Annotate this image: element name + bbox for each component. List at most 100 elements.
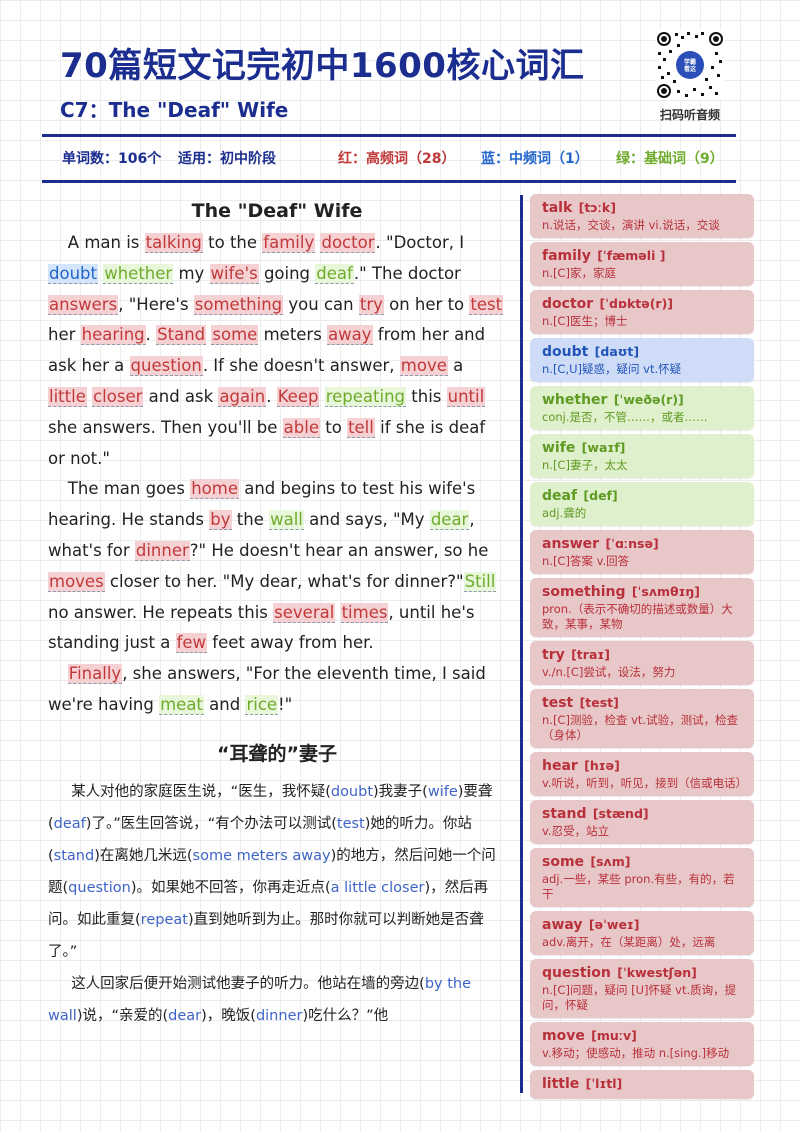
vocab-card-question[interactable]: question [ˈkwestʃən] n.[C]问题，疑问 [U]怀疑 vt.… <box>530 959 754 1018</box>
vocab-word: family <box>542 248 591 264</box>
page-title: 70篇短文记完初中1600核心词汇 <box>60 46 585 86</box>
vocab-card-some[interactable]: some [sʌm] adj.一些，某些 pron.有些，有的，若干 <box>530 848 754 907</box>
vocab-word-red[interactable]: some <box>211 325 259 346</box>
vocab-word-red[interactable]: several <box>273 602 336 623</box>
english-text: A man is talking to the family doctor. "… <box>48 228 506 721</box>
vocab-phonetic: [stænd] <box>588 806 649 821</box>
vocab-definition: v.忍受，站立 <box>542 824 610 838</box>
vocab-word: talk <box>542 200 573 216</box>
article-title: The "Deaf" Wife <box>191 200 363 222</box>
vocab-word-red[interactable]: able <box>282 417 320 438</box>
vocab-definition: adj.一些，某些 pron.有些，有的，若干 <box>542 872 735 901</box>
vocab-phonetic: [traɪ] <box>566 647 610 662</box>
vocab-word-red[interactable]: little <box>48 386 87 407</box>
svg-text:看这: 看这 <box>684 65 696 73</box>
vocab-card-something[interactable]: something [ˈsʌmθɪŋ] pron.（表示不确切的描述或数量）大致，… <box>530 578 754 637</box>
vocab-word-red[interactable]: wife's <box>209 263 259 284</box>
vocab-definition: pron.（表示不确切的描述或数量）大致，某事，某物 <box>542 602 733 631</box>
vocab-card-move[interactable]: move [muːv] v.移动；使感动，推动 n.[sing.]移动 <box>530 1022 754 1066</box>
vocab-phonetic: [tɔːk] <box>574 200 616 215</box>
text-run: )她的听力。你站( <box>48 815 472 864</box>
svg-text:学霸: 学霸 <box>684 58 696 66</box>
vocab-word-red[interactable]: question <box>129 356 203 377</box>
vocab-headword-line: hear [hɪə] <box>542 756 744 776</box>
vocab-phonetic: [ˈlɪtl] <box>581 1076 623 1091</box>
vocab-word-blue[interactable]: doubt <box>48 263 98 284</box>
vocab-card-doctor[interactable]: doctor [ˈdɒktə(r)] n.[C]医生；博士 <box>530 290 754 334</box>
english-paragraph: A man is talking to the family doctor. "… <box>48 228 506 474</box>
vocab-word-green[interactable]: dear <box>429 510 470 531</box>
article: The "Deaf" Wife A man is talking to the … <box>48 196 506 1032</box>
text-run: going <box>258 263 316 283</box>
vocab-headword-line: something [ˈsʌmθɪŋ] <box>542 582 744 602</box>
vocab-word-red[interactable]: doctor <box>320 233 376 253</box>
level-label: 适用：初中阶段 <box>178 151 276 167</box>
vocab-phonetic: [ˈfæməli ] <box>592 248 666 263</box>
vocab-phonetic: [sʌm] <box>586 854 631 869</box>
vocab-word-green[interactable]: repeating <box>324 386 407 407</box>
vocab-card-little[interactable]: little [ˈlɪtl] <box>530 1070 754 1099</box>
vocab-word-green[interactable]: wall <box>269 510 304 531</box>
vocab-card-wife[interactable]: wife [waɪf] n.[C]妻子，太太 <box>530 434 754 478</box>
vocab-word-red[interactable]: by <box>209 510 232 531</box>
vocab-word-green[interactable]: rice <box>245 694 279 715</box>
vocab-card-deaf[interactable]: deaf [def] adj.聋的 <box>530 482 754 526</box>
vocab-word-red[interactable]: family <box>262 233 316 253</box>
legend-blue: 蓝：中频词（1） <box>481 151 589 167</box>
vocab-card-talk[interactable]: talk [tɔːk] n.说话，交谈，演讲 vi.说话，交谈 <box>530 194 754 238</box>
vocab-word-green[interactable]: Still <box>463 571 497 592</box>
vocab-word-red[interactable]: Keep <box>276 386 320 407</box>
vocab-headword-line: whether [ˈweðə(r)] <box>542 390 744 410</box>
vocab-phonetic: [muːv] <box>586 1028 637 1043</box>
vocabulary-list: talk [tɔːk] n.说话，交谈，演讲 vi.说话，交谈 family [ˈf… <box>530 194 754 1103</box>
vocab-card-whether[interactable]: whether [ˈweðə(r)] conj.是否，不管……，或者…… <box>530 386 754 430</box>
vocab-word-green[interactable]: deaf <box>315 263 354 284</box>
vocab-card-answer[interactable]: answer [ˈɑːnsə] n.[C]答案 v.回答 <box>530 530 754 574</box>
text-run: the <box>231 510 270 530</box>
text-run: )。如果她不回答，你再走近点( <box>130 879 331 896</box>
vocab-word-red[interactable]: talking <box>144 233 203 253</box>
vocab-word-red[interactable]: Stand <box>156 325 207 346</box>
vocab-definition: n.[C]测验，检查 vt.试验，测试，检查（身体） <box>542 713 739 742</box>
vocab-word-red[interactable]: try <box>358 294 384 315</box>
text-run: )的地方，然后问她一个问题( <box>48 847 496 896</box>
english-gloss: repeat <box>140 911 188 928</box>
vocab-word-red[interactable]: away <box>327 325 373 346</box>
vocab-word-red[interactable]: hearing <box>80 325 146 346</box>
text-run: , what's for <box>48 510 475 560</box>
vocab-word-red[interactable]: test <box>469 294 504 315</box>
vocab-card-stand[interactable]: stand [stænd] v.忍受，站立 <box>530 800 754 844</box>
vocab-phonetic: [ˈɑːnsə] <box>601 536 659 551</box>
vocab-headword-line: doctor [ˈdɒktə(r)] <box>542 294 744 314</box>
vocab-definition: n.[C,U]疑惑，疑问 vt.怀疑 <box>542 362 682 376</box>
vocab-word: away <box>542 917 583 933</box>
text-run: . <box>266 386 277 406</box>
vocab-word-red[interactable]: answers <box>48 294 119 315</box>
vocab-card-family[interactable]: family [ˈfæməli ] n.[C]家，家庭 <box>530 242 754 286</box>
vocab-word-red[interactable]: move <box>399 356 448 377</box>
vocab-word-green[interactable]: whether <box>103 263 174 284</box>
vocab-word-red[interactable]: Finally <box>67 664 123 685</box>
vocab-word-red[interactable]: tell <box>347 417 375 438</box>
vocab-word-red[interactable]: home <box>190 479 239 500</box>
vocab-word-red[interactable]: dinner <box>134 540 190 561</box>
vocab-card-doubt[interactable]: doubt [daʊt] n.[C,U]疑惑，疑问 vt.怀疑 <box>530 338 754 382</box>
vocab-word-red[interactable]: times <box>340 602 389 623</box>
vocab-word-red[interactable]: until <box>446 386 486 407</box>
vocab-word-red[interactable]: closer <box>92 386 144 407</box>
vocab-word-red[interactable]: few <box>175 633 208 654</box>
qr-label: 扫码听音频 <box>659 108 720 122</box>
text-run: 某人对他的家庭医生说，“医生，我怀疑( <box>71 783 331 800</box>
vocab-word-red[interactable]: something <box>193 294 284 315</box>
qr-code[interactable]: 学霸 看这 <box>655 30 725 100</box>
vocab-word-red[interactable]: moves <box>48 571 105 592</box>
vocab-card-try[interactable]: try [traɪ] v./n.[C]尝试，设法，努力 <box>530 641 754 685</box>
vocab-headword-line: test [test] <box>542 693 744 713</box>
vocab-card-test[interactable]: test [test] n.[C]测验，检查 vt.试验，测试，检查（身体） <box>530 689 754 748</box>
vocab-card-away[interactable]: away [əˈweɪ] adv.离开，在（某距离）处，远离 <box>530 911 754 955</box>
vocab-word-green[interactable]: meat <box>159 694 204 715</box>
header-divider-top <box>42 134 736 137</box>
vocab-card-hear[interactable]: hear [hɪə] v.听说，听到，听见，接到（信或电话） <box>530 752 754 796</box>
vocab-definition: n.[C]问题，疑问 [U]怀疑 vt.质询，提问，怀疑 <box>542 983 737 1012</box>
vocab-word-red[interactable]: again <box>218 386 267 407</box>
